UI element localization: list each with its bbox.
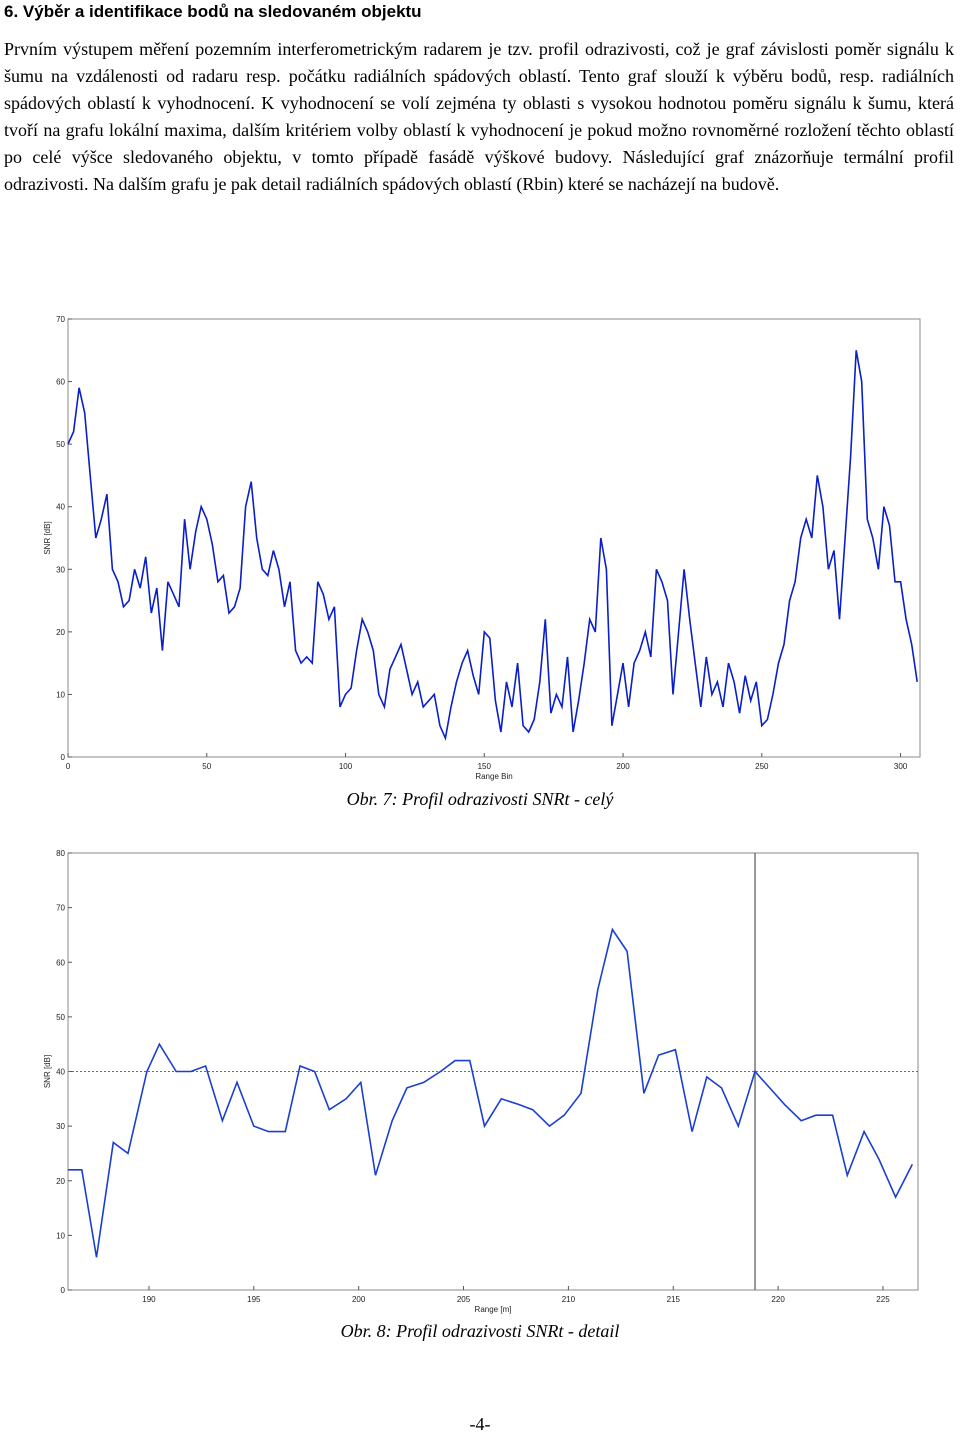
x-tick-label: 225 <box>876 1295 890 1304</box>
x-tick-label: 220 <box>771 1295 785 1304</box>
x-tick-label: 200 <box>352 1295 366 1304</box>
data-line <box>68 927 914 1258</box>
y-tick-label: 20 <box>56 1177 65 1186</box>
y-tick-label: 40 <box>56 503 65 512</box>
heading: 6. Výběr a identifikace bodů na sledovan… <box>4 2 422 21</box>
y-tick-label: 60 <box>56 378 65 387</box>
y-tick-label: 10 <box>56 690 65 699</box>
y-tick-label: 50 <box>56 440 65 449</box>
x-tick-label: 0 <box>66 762 71 771</box>
x-tick-label: 210 <box>562 1295 576 1304</box>
x-tick-label: 205 <box>457 1295 471 1304</box>
y-tick-label: 60 <box>56 958 65 967</box>
x-tick-label: 215 <box>667 1295 681 1304</box>
y-tick-label: 10 <box>56 1231 65 1240</box>
x-tick-label: 200 <box>616 762 630 771</box>
y-tick-label: 80 <box>56 849 65 858</box>
y-tick-label: 0 <box>61 1286 66 1295</box>
y-axis-label: SNR [dB] <box>43 521 52 554</box>
x-tick-label: 300 <box>894 762 908 771</box>
x-axis-label: Range Bin <box>475 772 512 781</box>
y-tick-label: 30 <box>56 1122 65 1131</box>
y-axis-label: SNR [dB] <box>43 1055 52 1088</box>
x-tick-label: 150 <box>478 762 492 771</box>
y-tick-label: 0 <box>61 753 66 762</box>
figure-caption: Obr. 7: Profil odrazivosti SNRt - celý <box>347 789 614 809</box>
y-tick-label: 20 <box>56 628 65 637</box>
figure-caption: Obr. 8: Profil odrazivosti SNRt - detail <box>341 1321 620 1341</box>
y-tick-label: 40 <box>56 1068 65 1077</box>
y-tick-label: 70 <box>56 904 65 913</box>
x-tick-label: 50 <box>202 762 211 771</box>
x-tick-label: 195 <box>247 1295 261 1304</box>
page-number: -4- <box>470 1414 491 1434</box>
paragraph: Prvním výstupem měření pozemním interfer… <box>4 39 954 194</box>
x-tick-label: 190 <box>142 1295 156 1304</box>
y-tick-label: 30 <box>56 565 65 574</box>
x-tick-label: 100 <box>339 762 353 771</box>
y-tick-label: 70 <box>56 315 65 324</box>
x-axis-label: Range [m] <box>475 1305 512 1314</box>
y-tick-label: 50 <box>56 1013 65 1022</box>
data-line <box>67 350 918 741</box>
x-tick-label: 250 <box>755 762 769 771</box>
